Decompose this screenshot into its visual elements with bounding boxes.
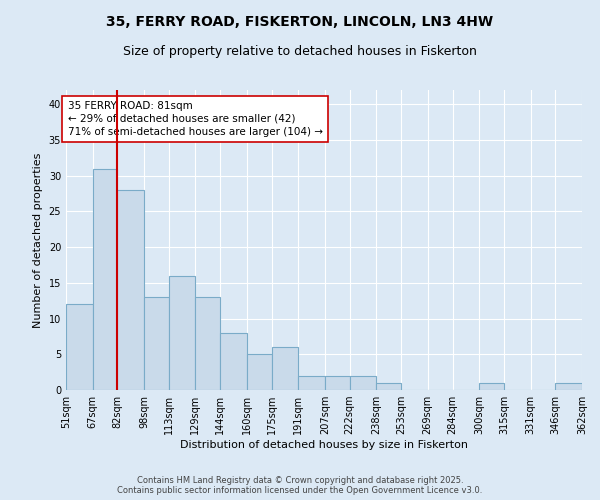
Text: 35, FERRY ROAD, FISKERTON, LINCOLN, LN3 4HW: 35, FERRY ROAD, FISKERTON, LINCOLN, LN3 … — [106, 15, 494, 29]
Bar — [92, 168, 118, 390]
Bar — [169, 276, 196, 390]
Bar — [220, 333, 247, 390]
Bar — [247, 354, 272, 390]
X-axis label: Distribution of detached houses by size in Fiskerton: Distribution of detached houses by size … — [180, 440, 468, 450]
Bar — [325, 376, 350, 390]
Text: Contains HM Land Registry data © Crown copyright and database right 2025.
Contai: Contains HM Land Registry data © Crown c… — [118, 476, 482, 495]
Bar — [376, 383, 401, 390]
Bar — [479, 383, 504, 390]
Text: Size of property relative to detached houses in Fiskerton: Size of property relative to detached ho… — [123, 45, 477, 58]
Y-axis label: Number of detached properties: Number of detached properties — [33, 152, 43, 328]
Text: 35 FERRY ROAD: 81sqm
← 29% of detached houses are smaller (42)
71% of semi-detac: 35 FERRY ROAD: 81sqm ← 29% of detached h… — [68, 100, 323, 137]
Bar — [298, 376, 325, 390]
Bar — [350, 376, 376, 390]
Bar — [144, 297, 169, 390]
Bar — [66, 304, 92, 390]
Bar — [118, 190, 144, 390]
Bar — [196, 297, 220, 390]
Bar — [272, 347, 298, 390]
Bar — [556, 383, 582, 390]
